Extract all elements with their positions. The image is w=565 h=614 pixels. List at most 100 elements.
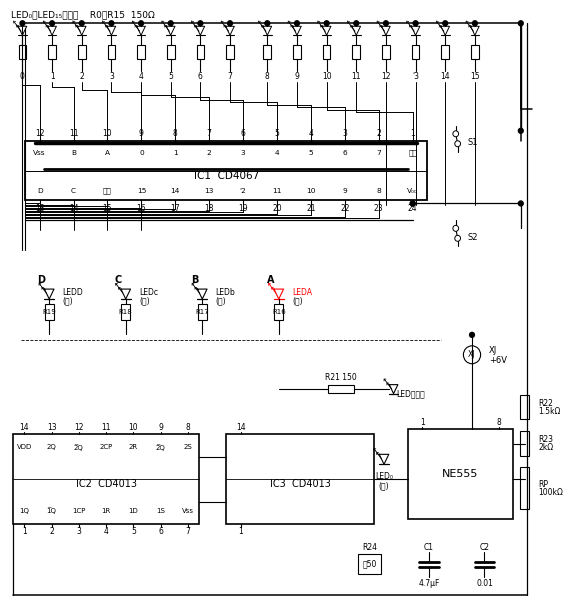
Text: A: A (105, 150, 110, 156)
Text: 8: 8 (376, 187, 381, 193)
Circle shape (198, 21, 203, 26)
Text: 1: 1 (410, 130, 415, 138)
Text: NE555: NE555 (442, 469, 479, 480)
Text: XJ: XJ (489, 346, 497, 356)
Text: 8: 8 (185, 423, 190, 432)
Text: 5: 5 (308, 150, 313, 156)
Circle shape (519, 201, 523, 206)
Bar (263, 45, 271, 59)
Circle shape (519, 128, 523, 133)
Text: 21: 21 (306, 204, 316, 213)
Text: 1: 1 (50, 72, 54, 80)
Text: 11: 11 (101, 423, 111, 432)
Bar (78, 45, 85, 59)
Text: 3: 3 (109, 72, 114, 80)
Text: 1R: 1R (102, 508, 111, 514)
Bar (13, 435, 199, 524)
Bar (48, 45, 56, 59)
Circle shape (519, 21, 523, 26)
Text: 1D: 1D (128, 508, 138, 514)
Text: 0: 0 (139, 150, 144, 156)
Text: 2kΩ: 2kΩ (538, 443, 553, 453)
Text: LEDA: LEDA (292, 287, 312, 297)
Circle shape (413, 21, 418, 26)
Circle shape (20, 21, 25, 26)
Text: 4: 4 (104, 527, 108, 537)
Bar (226, 45, 234, 59)
Text: R21 150: R21 150 (325, 373, 357, 382)
Text: 6: 6 (342, 150, 347, 156)
Text: 24: 24 (408, 204, 418, 213)
Text: 9: 9 (342, 187, 347, 193)
Text: 1Q: 1Q (19, 508, 29, 514)
Text: 0: 0 (20, 72, 25, 80)
Bar (197, 45, 204, 59)
Bar (441, 45, 449, 59)
Text: (绿): (绿) (216, 297, 226, 306)
Text: 10: 10 (129, 423, 138, 432)
Bar (471, 45, 479, 59)
Circle shape (324, 21, 329, 26)
Text: 5: 5 (168, 72, 173, 80)
Text: 12: 12 (35, 130, 45, 138)
Text: 16: 16 (137, 204, 146, 213)
Text: 5: 5 (275, 130, 280, 138)
Text: (黄): (黄) (379, 482, 389, 491)
Text: 1: 1 (238, 527, 243, 537)
Text: ：50: ：50 (363, 559, 377, 569)
Text: 7: 7 (185, 527, 190, 537)
Text: 14: 14 (69, 204, 79, 213)
Circle shape (109, 21, 114, 26)
Text: R17: R17 (195, 309, 209, 315)
Text: 11: 11 (272, 187, 282, 193)
Text: 3: 3 (342, 130, 347, 138)
Text: 8: 8 (173, 130, 177, 138)
Text: 1: 1 (420, 418, 425, 427)
Text: B: B (191, 275, 198, 285)
Text: 9: 9 (294, 72, 299, 80)
Text: 11: 11 (351, 72, 361, 80)
Circle shape (470, 332, 475, 337)
Text: D: D (37, 187, 42, 193)
Bar (412, 45, 419, 59)
Text: 8: 8 (265, 72, 270, 80)
Text: 4: 4 (138, 72, 144, 80)
Text: 14: 14 (440, 72, 450, 80)
Text: R19: R19 (42, 309, 56, 315)
Text: 13: 13 (47, 423, 56, 432)
Text: Vss: Vss (182, 508, 194, 514)
Circle shape (384, 21, 388, 26)
Bar (275, 304, 283, 320)
Text: 23: 23 (374, 204, 384, 213)
Text: RP: RP (538, 480, 548, 489)
Circle shape (228, 21, 232, 26)
Text: 禁止: 禁止 (103, 187, 112, 194)
Text: 12: 12 (74, 423, 84, 432)
Bar (358, 554, 381, 574)
Text: R16: R16 (272, 309, 286, 315)
Bar (25, 141, 427, 201)
Text: 10: 10 (322, 72, 332, 80)
Text: 4: 4 (275, 150, 279, 156)
Circle shape (79, 21, 84, 26)
Text: S1: S1 (467, 138, 478, 147)
Bar (520, 467, 529, 509)
Circle shape (265, 21, 270, 26)
Bar (520, 432, 529, 456)
Text: 1CP: 1CP (72, 508, 85, 514)
Text: 15: 15 (103, 204, 112, 213)
Text: LED₀: LED₀ (375, 472, 393, 481)
Text: 3: 3 (76, 527, 81, 537)
Text: LEDD: LEDD (63, 287, 84, 297)
Text: XJ: XJ (468, 350, 476, 359)
Circle shape (472, 21, 477, 26)
Circle shape (463, 346, 481, 363)
Bar (121, 304, 130, 320)
Text: 2: 2 (207, 150, 212, 156)
Text: V₀₀: V₀₀ (407, 187, 418, 193)
Bar (293, 45, 301, 59)
Text: 12: 12 (381, 72, 390, 80)
Text: C: C (115, 275, 121, 285)
Text: 100kΩ: 100kΩ (538, 488, 563, 497)
Bar (226, 435, 375, 524)
